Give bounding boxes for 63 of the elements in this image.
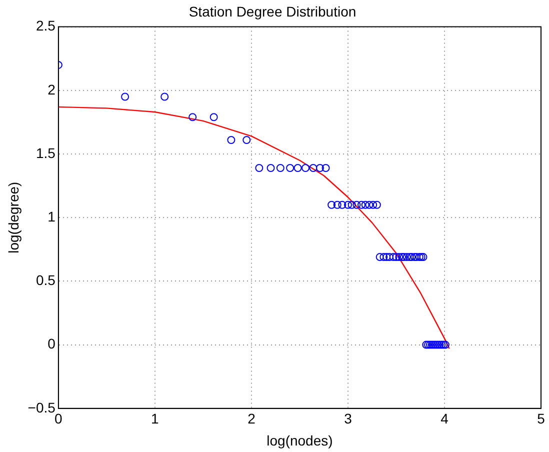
point [121,92,130,101]
y-tick-label: 2 [48,81,56,98]
point [365,200,374,209]
y-tick-label: 1 [48,208,56,224]
point [376,253,384,262]
point [430,340,438,349]
point [408,253,416,262]
x-axis-title: log(nodes) [266,432,333,448]
point [395,253,404,262]
point [302,164,310,172]
point [422,340,430,349]
y-tick-label: 1.5 [36,144,56,161]
point [415,253,424,262]
point [333,200,342,209]
point [160,92,169,101]
x-tick-label: 5 [537,410,546,427]
point [352,200,361,209]
point [328,200,336,209]
x-tick-label: 4 [440,410,449,427]
x-tick-label: 3 [344,410,352,427]
point [372,200,381,209]
point [316,164,324,172]
point [322,164,330,172]
point [357,200,366,209]
point [210,113,218,122]
point [242,136,251,144]
point [436,340,444,349]
point [344,200,352,209]
point [227,136,236,144]
point [410,253,419,262]
point [434,340,442,349]
point [286,164,294,172]
point [382,253,391,262]
y-tick-label: −0.5 [28,399,56,416]
point [255,164,264,172]
point [417,253,426,262]
y-axis-title: log(degree) [5,182,22,254]
y-tick-label: 0 [48,336,56,352]
point [380,253,388,262]
point [348,200,356,209]
point [309,164,318,172]
point [361,200,370,209]
point [188,113,197,122]
point [424,340,432,349]
point [294,164,302,172]
y-tick-label: 2.5 [36,18,56,34]
point [432,340,440,349]
point [419,253,428,262]
point [389,253,398,262]
point [266,164,275,172]
point [406,253,414,262]
point [402,253,411,262]
y-tick-label: 0.5 [36,272,56,288]
point [412,253,420,262]
point [438,340,446,349]
point [392,253,400,262]
point [338,200,346,209]
x-tick-label: 1 [151,410,160,427]
point [369,200,378,209]
point [276,164,284,172]
point [385,253,394,262]
x-tick-label: 2 [248,410,256,427]
chart-title: Station Degree Distribution [188,3,356,20]
